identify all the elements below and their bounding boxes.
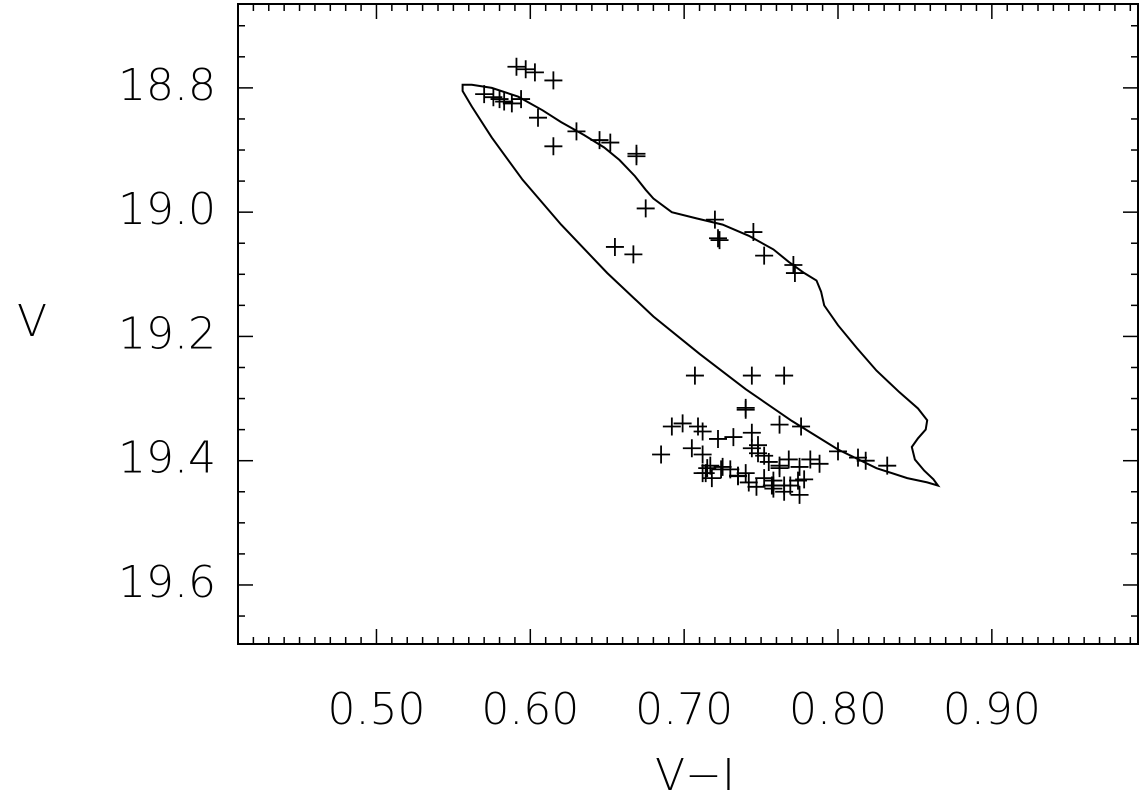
data-point xyxy=(490,90,509,109)
data-point xyxy=(710,231,729,250)
data-point xyxy=(698,459,717,478)
data-point xyxy=(502,94,521,113)
data-point xyxy=(693,422,712,441)
data-point xyxy=(673,414,692,433)
data-point xyxy=(529,108,547,127)
data-point xyxy=(713,457,732,476)
data-point xyxy=(790,485,809,504)
x-tick-label: 0.60 xyxy=(481,684,579,735)
data-points xyxy=(475,57,897,504)
data-point xyxy=(567,122,586,141)
data-point xyxy=(779,450,798,469)
y-axis-title: V xyxy=(17,296,47,347)
data-point xyxy=(770,415,789,434)
x-tick-labels: 0.50 0.60 0.70 0.80 0.90 xyxy=(327,684,1040,735)
x-tick-label: 0.70 xyxy=(635,684,733,735)
data-point xyxy=(709,429,727,448)
data-point xyxy=(775,366,794,385)
data-point xyxy=(801,450,820,469)
data-point xyxy=(878,456,897,475)
axis-ticks xyxy=(237,4,1138,644)
data-point xyxy=(792,417,811,436)
data-point xyxy=(736,400,755,419)
data-point xyxy=(693,445,712,464)
data-point xyxy=(685,366,704,385)
data-point xyxy=(784,255,803,274)
data-point xyxy=(662,417,681,436)
data-point xyxy=(475,85,494,104)
data-point xyxy=(689,417,707,436)
data-point xyxy=(525,63,544,82)
data-point xyxy=(795,470,814,489)
data-point xyxy=(724,428,743,447)
data-point xyxy=(856,451,875,470)
data-point xyxy=(790,457,809,476)
isochrone-curve xyxy=(461,83,941,488)
data-point xyxy=(544,137,563,156)
data-point xyxy=(755,246,774,265)
data-point xyxy=(701,456,720,475)
y-tick-label: 19.4 xyxy=(118,433,216,484)
data-point xyxy=(682,439,701,458)
data-point xyxy=(759,452,778,471)
plot-frame xyxy=(237,3,1139,645)
data-point xyxy=(770,459,789,478)
data-point xyxy=(705,210,724,229)
data-point xyxy=(729,467,747,486)
data-point xyxy=(605,237,624,256)
data-point xyxy=(507,57,526,76)
data-point xyxy=(516,60,535,79)
data-point xyxy=(590,131,609,150)
x-axis-title: V−I xyxy=(655,750,735,798)
data-point xyxy=(762,476,781,495)
data-point xyxy=(764,479,783,498)
y-tick-label: 19.2 xyxy=(118,308,216,359)
x-tick-label: 0.90 xyxy=(943,684,1041,735)
data-point xyxy=(601,133,620,152)
data-point xyxy=(755,469,774,488)
data-point xyxy=(849,448,867,467)
data-point xyxy=(829,442,847,461)
x-tick-label: 0.80 xyxy=(789,684,887,735)
data-point xyxy=(785,264,804,283)
data-point xyxy=(810,454,829,473)
y-tick-label: 18.8 xyxy=(118,60,216,111)
data-point xyxy=(652,445,671,464)
data-point xyxy=(624,245,643,264)
y-tick-labels: 18.8 19.0 19.2 19.4 19.6 xyxy=(118,60,216,608)
data-point xyxy=(739,473,758,492)
y-tick-label: 19.6 xyxy=(118,557,216,608)
data-point xyxy=(709,229,727,248)
data-point xyxy=(495,92,514,111)
data-point xyxy=(775,482,794,501)
data-point xyxy=(744,223,763,242)
data-point xyxy=(627,147,646,166)
data-point xyxy=(512,90,531,109)
x-tick-label: 0.50 xyxy=(327,684,425,735)
data-point xyxy=(747,477,766,496)
data-point xyxy=(742,366,761,385)
data-point xyxy=(636,199,655,218)
data-point xyxy=(749,436,767,455)
data-point xyxy=(736,464,755,483)
y-tick-label: 19.0 xyxy=(118,184,216,235)
data-point xyxy=(696,464,715,483)
data-point xyxy=(742,423,761,442)
data-point xyxy=(544,71,563,90)
